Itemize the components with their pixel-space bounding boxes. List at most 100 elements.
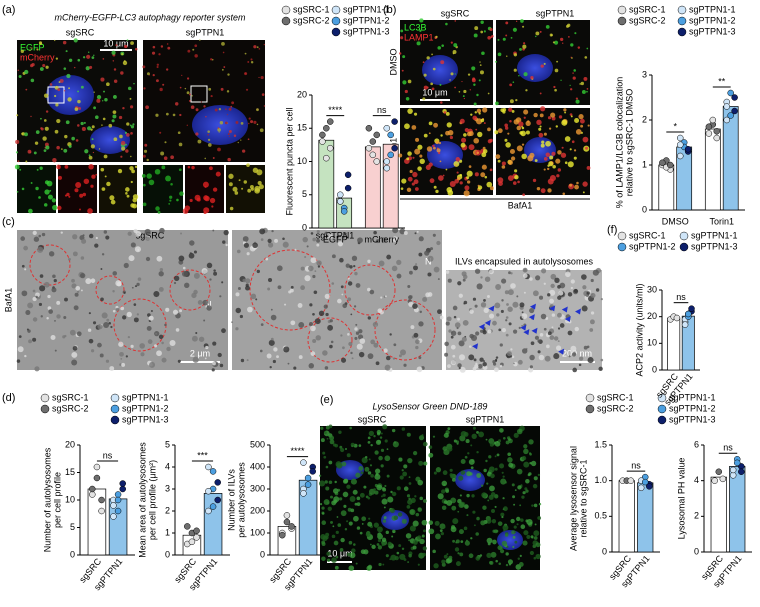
speckle [416, 366, 423, 373]
speckle [513, 68, 517, 72]
speckle [165, 307, 170, 312]
speckle [119, 351, 124, 357]
speckle [146, 158, 149, 162]
speckle [575, 99, 580, 104]
speckle [449, 181, 456, 188]
speckle [407, 457, 413, 464]
speckle [15, 139, 20, 144]
speckle [432, 144, 435, 148]
speckle [439, 83, 442, 86]
speckle [359, 531, 363, 535]
speckle [58, 175, 62, 180]
speckle [68, 257, 71, 261]
speckle [202, 299, 209, 306]
data-point [344, 171, 352, 179]
speckle [528, 452, 532, 455]
speckle [17, 346, 24, 353]
speckle [68, 195, 71, 198]
speckle [108, 321, 112, 325]
speckle [419, 538, 425, 545]
sig-label: *** [197, 450, 208, 460]
speckle [73, 66, 76, 69]
speckle [460, 430, 467, 438]
speckle [377, 533, 383, 538]
speckle [134, 165, 138, 169]
speckle [417, 535, 422, 540]
speckle [80, 85, 84, 89]
speckle [164, 323, 167, 327]
speckle [263, 105, 266, 107]
speckle [501, 516, 504, 519]
speckle [212, 361, 216, 366]
data-point [646, 483, 653, 490]
speckle [501, 299, 504, 302]
legend-label: sgSRC-2 [52, 403, 89, 413]
speckle [21, 187, 25, 191]
speckle [226, 90, 230, 93]
speckle [507, 160, 513, 165]
speckle [43, 281, 50, 288]
speckle [397, 512, 403, 517]
speckle [308, 265, 314, 272]
speckle [179, 191, 184, 196]
speckle [522, 273, 528, 279]
speckle [445, 22, 448, 26]
speckle [424, 250, 430, 256]
speckle [250, 58, 253, 61]
speckle [537, 350, 541, 354]
speckle [576, 181, 579, 185]
speckle [221, 281, 224, 284]
data-point [383, 125, 391, 132]
speckle [457, 317, 460, 321]
data-point [365, 144, 373, 152]
speckle [458, 340, 465, 347]
speckle [520, 518, 524, 522]
speckle [337, 241, 344, 247]
speckle [458, 529, 464, 535]
speckle [228, 173, 234, 179]
speckle [509, 99, 514, 104]
speckle [584, 56, 588, 59]
speckle [428, 452, 434, 458]
speckle [27, 149, 32, 154]
speckle [282, 241, 289, 248]
speckle [374, 468, 381, 474]
speckle [479, 61, 481, 63]
speckle [412, 545, 417, 550]
speckle [521, 126, 525, 130]
speckle [433, 471, 437, 475]
speckle [361, 516, 367, 522]
y-tick-label: 10 [65, 494, 75, 504]
speckle [411, 182, 415, 186]
speckle [408, 553, 412, 558]
y-axis-label: per autolysosomes [236, 462, 246, 538]
speckle [517, 485, 522, 490]
speckle [263, 43, 266, 46]
data-point [719, 475, 727, 483]
speckle [475, 128, 478, 131]
data-point [677, 152, 684, 160]
speckle [90, 278, 96, 284]
data-point [279, 531, 286, 539]
speckle [369, 543, 372, 546]
speckle [380, 448, 385, 452]
speckle [325, 312, 329, 317]
speckle [523, 109, 529, 115]
speckle [51, 198, 56, 203]
speckle [331, 282, 335, 285]
speckle [391, 535, 394, 538]
speckle [55, 103, 59, 107]
speckle [401, 178, 407, 184]
speckle [518, 121, 524, 127]
speckle [191, 335, 198, 342]
speckle [121, 53, 124, 56]
speckle [156, 65, 159, 69]
speckle [538, 132, 544, 138]
speckle [217, 147, 221, 152]
data-point [205, 507, 212, 515]
data-point [365, 125, 373, 132]
speckle [529, 152, 535, 158]
speckle [510, 348, 513, 351]
speckle [482, 107, 488, 113]
legend-label: sgPTPN1-2 [689, 15, 736, 25]
